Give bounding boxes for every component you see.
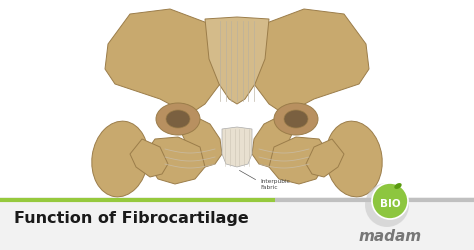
Polygon shape xyxy=(222,128,252,167)
Circle shape xyxy=(365,183,409,227)
Polygon shape xyxy=(105,10,225,115)
Bar xyxy=(0,197,474,250)
Polygon shape xyxy=(269,138,326,184)
Ellipse shape xyxy=(274,104,318,136)
Ellipse shape xyxy=(284,110,308,128)
Text: Interpubic: Interpubic xyxy=(260,179,290,184)
Text: Fabric: Fabric xyxy=(260,185,277,190)
Text: madam: madam xyxy=(358,228,421,243)
Polygon shape xyxy=(249,10,369,115)
Polygon shape xyxy=(306,140,344,177)
Ellipse shape xyxy=(92,122,148,197)
Polygon shape xyxy=(205,18,269,104)
Bar xyxy=(0,0,474,197)
Ellipse shape xyxy=(326,122,382,197)
Circle shape xyxy=(372,183,408,219)
Polygon shape xyxy=(170,108,222,167)
Ellipse shape xyxy=(156,104,200,136)
Ellipse shape xyxy=(166,110,190,128)
Text: BIO: BIO xyxy=(380,198,401,208)
Ellipse shape xyxy=(394,183,401,189)
Polygon shape xyxy=(130,140,168,177)
Text: Function of Fibrocartilage: Function of Fibrocartilage xyxy=(14,210,249,225)
Polygon shape xyxy=(148,138,205,184)
Polygon shape xyxy=(252,108,304,167)
